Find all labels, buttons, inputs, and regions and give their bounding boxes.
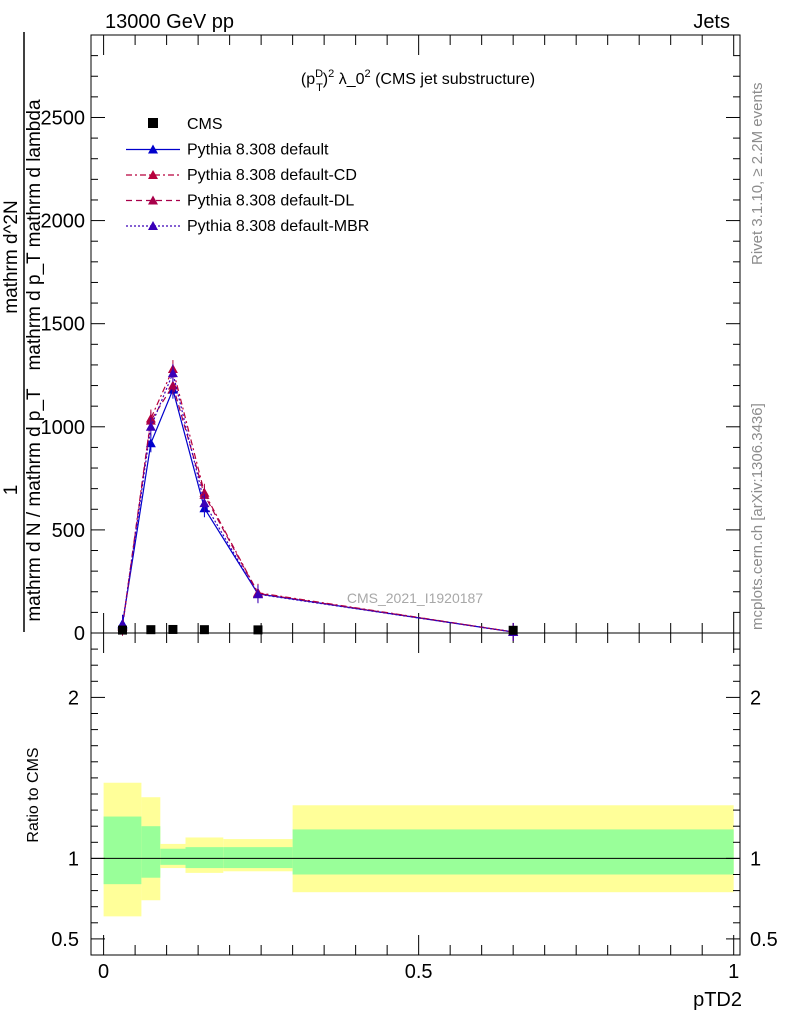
series-point-3 (252, 589, 263, 599)
legend-marker-3 (148, 221, 158, 230)
legend-label-cms: CMS (187, 116, 223, 133)
series-line-1 (121, 367, 514, 633)
cms-point (118, 625, 128, 635)
series-point-3 (199, 498, 210, 508)
series-point-3 (167, 368, 178, 378)
series-point-3 (145, 421, 156, 431)
ratio-ytick-label-1: 1 (68, 848, 79, 870)
cms-point (146, 625, 156, 635)
series-point-2 (167, 380, 178, 390)
cms-point (199, 625, 209, 635)
legend-marker-1 (148, 170, 158, 179)
series-line-2 (121, 384, 514, 633)
x-axis-label: pTD2 (693, 989, 742, 1011)
rivet-label: Rivet 3.1.10, ≥ 2.2M events (749, 83, 766, 266)
xtick-label-2: 1 (728, 961, 739, 983)
cms-point (253, 625, 263, 635)
ratio-panel-frame (90, 632, 741, 956)
xtick-label-0: 0 (98, 961, 109, 983)
ylabel-numerator-denom: mathrm d p_T mathrm d lambda (24, 99, 45, 370)
ratio-band-green-2 (160, 848, 186, 865)
ratio-band-green-3 (185, 847, 224, 869)
legend: CMS Pythia 8.308 default Pythia 8.308 defa… (126, 116, 369, 235)
ratio-ylabel: Ratio to CMS (25, 747, 42, 842)
ratio-bands (91, 782, 740, 917)
ratio-ytick-label-2: 2 (68, 687, 79, 709)
ratio-ytick-label-0: 0.5 (51, 929, 79, 951)
legend-marker-0 (148, 144, 158, 154)
ratio-band-green-5 (292, 829, 734, 875)
xtick-label-1: 0.5 (405, 961, 433, 983)
ratio-band-green-4 (223, 847, 293, 869)
legend-label-3: Pythia 8.308 default-MBR (187, 218, 369, 235)
main-ytick-label-2: 1000 (41, 417, 86, 439)
ratio-ytick-label-right-2: 2 (750, 687, 761, 709)
ylabel-denominator: mathrm d N / mathrm d p_T (24, 388, 45, 622)
ylabel-one: 1 (1, 485, 22, 496)
header-right: Jets (693, 11, 730, 33)
analysis-watermark: CMS_2021_I1920187 (347, 590, 483, 606)
legend-label-1: Pythia 8.308 default-CD (187, 167, 357, 184)
main-ylabel: 1 mathrm d^2N mathrm d N / mathrm d p_T … (1, 32, 45, 632)
header-left: 13000 GeV pp (105, 11, 234, 33)
legend-marker-cms (148, 118, 158, 128)
ratio-band-green-1 (141, 826, 161, 878)
chart-title: (pD T)2 λ_02 (CMS jet substructure) (301, 68, 535, 94)
legend-label-2: Pythia 8.308 default-DL (187, 193, 354, 210)
ratio-ytick-label-right-1: 1 (750, 848, 761, 870)
main-ytick-label-4: 2000 (41, 211, 86, 233)
cms-point (508, 625, 518, 635)
main-ytick-label-0: 0 (74, 623, 85, 645)
main-ytick-label-1: 500 (52, 520, 85, 542)
legend-label-0: Pythia 8.308 default (187, 142, 329, 159)
cms-points (118, 624, 518, 635)
main-series (117, 360, 519, 641)
ylabel-numerator: mathrm d^2N (1, 200, 22, 313)
legend-marker-2 (148, 195, 158, 205)
cms-point (168, 624, 178, 634)
mcplots-label: mcplots.cern.ch [arXiv:1306.3436] (749, 403, 766, 630)
series-line-3 (121, 371, 514, 633)
ratio-band-green-0 (103, 816, 142, 885)
main-ytick-label-3: 1500 (41, 314, 86, 336)
ratio-ytick-label-right-0: 0.5 (750, 929, 778, 951)
main-ytick-label-5: 2500 (41, 107, 86, 129)
